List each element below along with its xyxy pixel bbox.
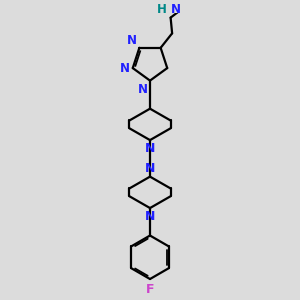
- Text: N: N: [145, 210, 155, 223]
- Text: N: N: [171, 3, 181, 16]
- Text: H: H: [157, 3, 166, 16]
- Text: F: F: [146, 283, 154, 296]
- Text: N: N: [127, 34, 137, 46]
- Text: N: N: [120, 61, 130, 75]
- Text: N: N: [145, 162, 155, 175]
- Text: N: N: [145, 142, 155, 155]
- Text: N: N: [138, 83, 148, 96]
